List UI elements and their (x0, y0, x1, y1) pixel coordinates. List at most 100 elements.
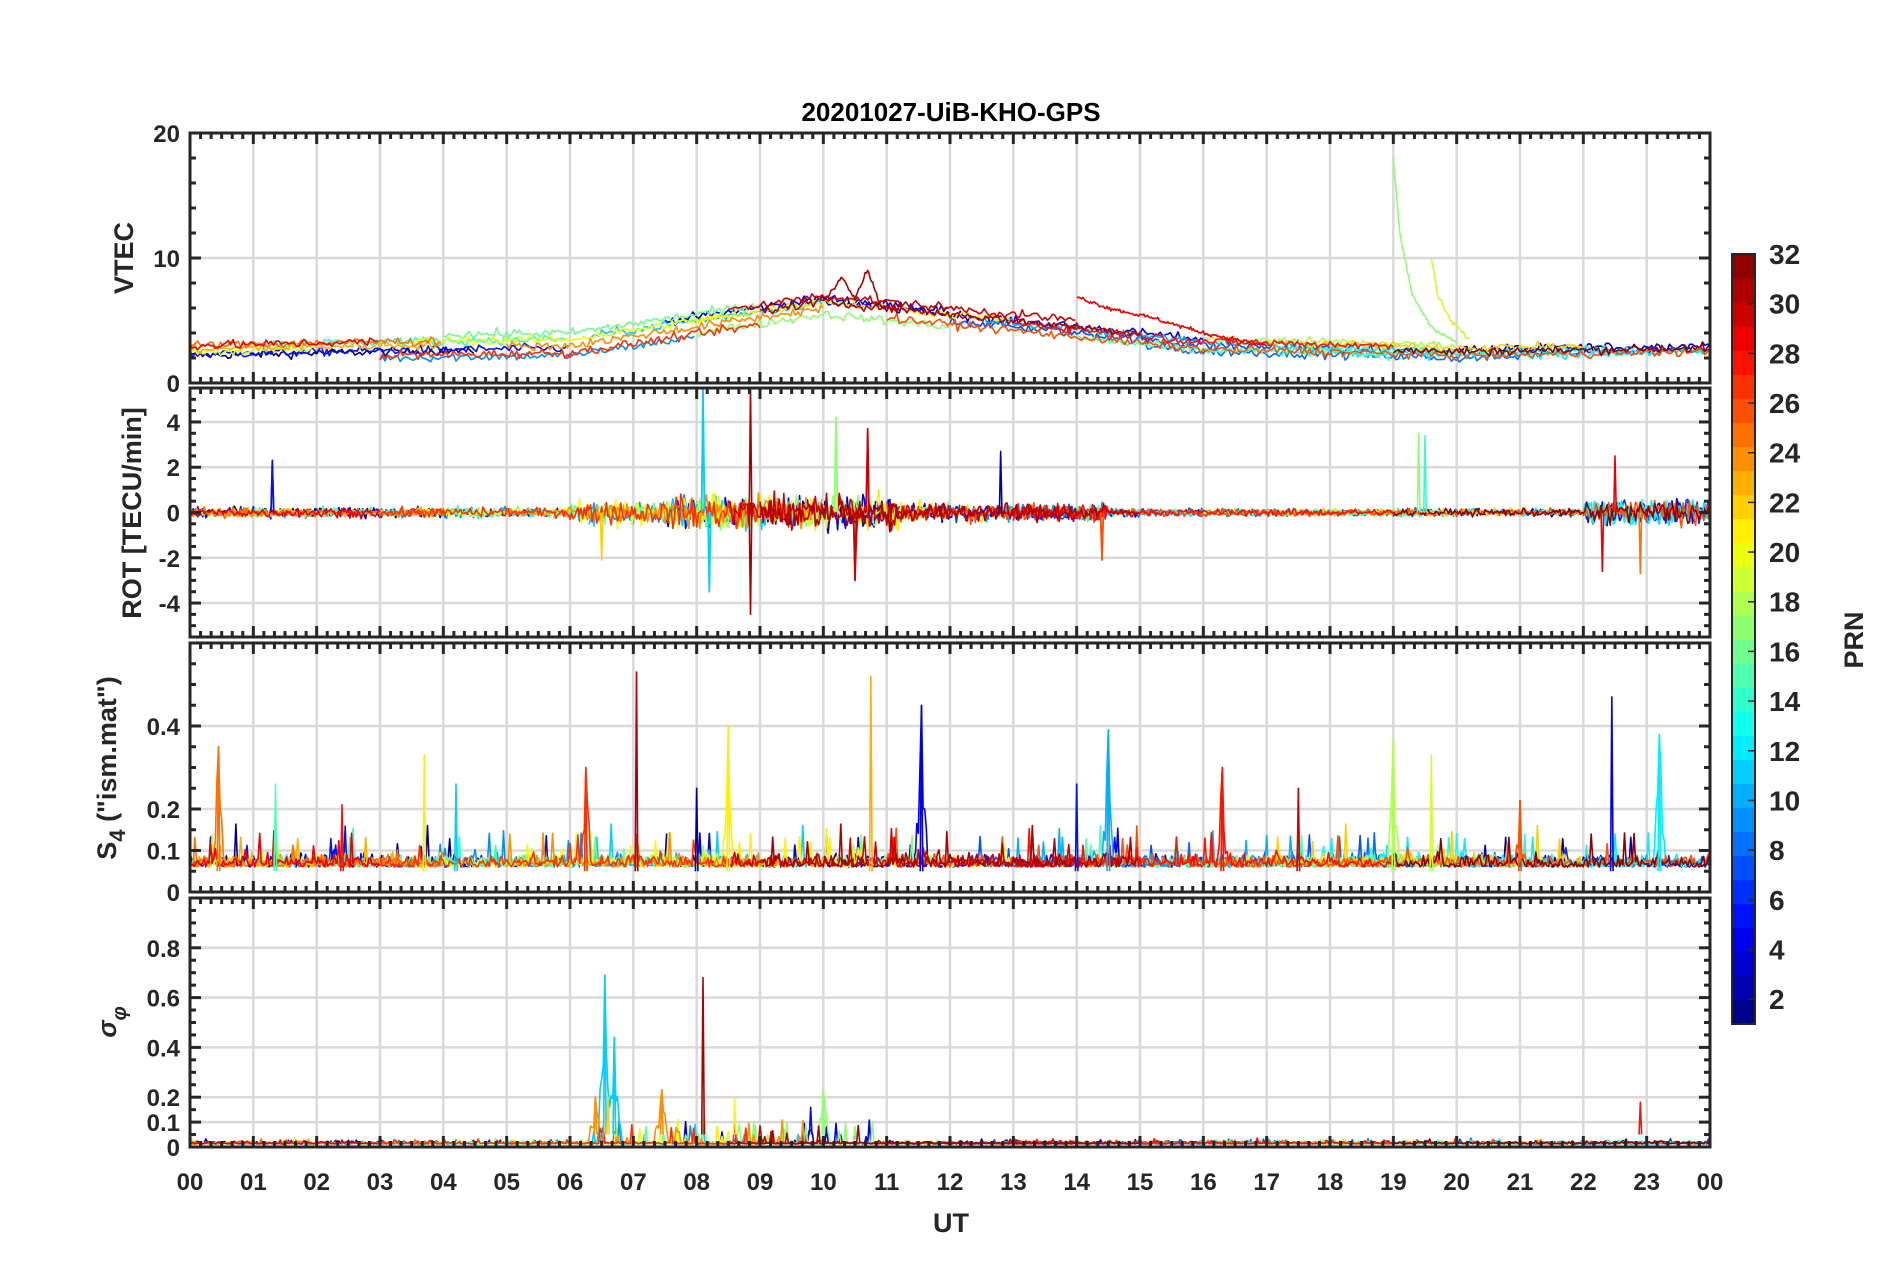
colorbar-band (1732, 254, 1755, 279)
series-prn-9 (379, 335, 695, 363)
colorbar-band (1732, 951, 1755, 977)
colorbar-band (1732, 735, 1755, 760)
peak-prn-11 (453, 783, 459, 872)
series-prn-5 (190, 342, 569, 359)
peak-prn-29 (1612, 455, 1618, 513)
series-prn-31 (759, 497, 1139, 533)
series-prn-28 (1012, 321, 1394, 350)
x-tick-label: 22 (1570, 1169, 1597, 1196)
series-prn-20 (411, 312, 729, 347)
peak-prn-27 (583, 766, 588, 872)
ylabel-s4-main: S (92, 842, 122, 860)
y-tick-label: -4 (159, 591, 181, 618)
colorbar-band (1732, 711, 1755, 736)
x-tick-label: 02 (303, 1169, 330, 1196)
colorbar-band (1732, 879, 1755, 905)
peak-prn-21 (422, 754, 427, 872)
ylabel-rot: ROT [TECU/min] (117, 407, 147, 618)
y-tick-label: 0.4 (147, 1035, 181, 1062)
peak-prn-17 (821, 1088, 826, 1135)
colorbar-band (1732, 831, 1755, 857)
colorbar-tick-label: 10 (1769, 785, 1800, 816)
colorbar-band (1732, 422, 1755, 448)
panel-vtec: 0 10 20 (153, 121, 1712, 398)
colorbar-band (1732, 807, 1755, 833)
colorbar-band (1732, 278, 1755, 303)
panel-sigma: 00.10.2 0.4 0.6 0.8 (147, 896, 1712, 1162)
y-tick-label: 10 (153, 246, 180, 273)
peak-prn-25 (216, 745, 221, 872)
colorbar-band (1732, 639, 1755, 664)
peak-prn-19 (1429, 754, 1434, 872)
peak-prn-4 (919, 704, 924, 872)
x-tick-label: 05 (493, 1169, 520, 1196)
series-prn-24 (506, 305, 824, 352)
peak-prn-5 (808, 1106, 813, 1135)
axes-frame (188, 386, 1712, 639)
colorbar-tick-label: 8 (1769, 835, 1785, 866)
x-tick-label: 09 (747, 1169, 774, 1196)
panel-rot: -4 -2 0 2 4 (159, 386, 1712, 639)
series-prn-18 (1203, 335, 1458, 351)
x-tick-label: 16 (1190, 1169, 1217, 1196)
colorbar-frame (1731, 253, 1756, 1025)
colorbar-band (1732, 614, 1755, 640)
peak-prn-18 (1391, 737, 1396, 872)
colorbar-tick-label: 2 (1769, 984, 1785, 1015)
peak-prn-11 (707, 512, 712, 593)
colorbar-tick-label: 26 (1769, 388, 1800, 419)
colorbar-band (1732, 302, 1755, 327)
series-prn-23 (190, 339, 441, 355)
x-tick-label: 01 (240, 1169, 267, 1196)
series-prn-29 (190, 507, 381, 520)
peak-prn-29 (1600, 512, 1605, 573)
colorbar-band (1732, 398, 1755, 424)
x-tick-label: 18 (1317, 1169, 1344, 1196)
x-tick-label: 13 (1000, 1169, 1027, 1196)
y-tick-label: -2 (159, 546, 180, 573)
peak-prn-11 (612, 1036, 617, 1135)
series-prn-29 (1076, 296, 1268, 347)
x-tick-label: 20 (1443, 1169, 1470, 1196)
peak-prn-24 (593, 1096, 598, 1135)
colorbar-band (1732, 759, 1755, 784)
colorbar-band (1732, 350, 1755, 375)
axes-frame (188, 131, 1712, 385)
y-tick-label: 2 (167, 455, 180, 482)
peak-prn-26 (1099, 512, 1105, 561)
x-tick-label: 10 (810, 1169, 837, 1196)
colorbar-label: PRN (1839, 611, 1869, 668)
peak-prn-28 (1220, 766, 1225, 872)
colorbar-band (1732, 590, 1755, 616)
series-prn-28 (1012, 502, 1394, 521)
ylabel-s4-subscript: 4 (105, 829, 130, 842)
x-tick-label: 08 (683, 1169, 710, 1196)
peak-prn-25 (1638, 512, 1643, 575)
x-tick-label: 11 (874, 1169, 899, 1196)
series-prn-21 (695, 298, 1014, 325)
peak-prn-14 (1422, 434, 1428, 513)
x-tick-label: 12 (937, 1169, 964, 1196)
ylabel-sigma: σ (92, 1019, 122, 1038)
x-tick-label: 15 (1127, 1169, 1154, 1196)
colorbar-band (1732, 903, 1755, 929)
colorbar-tick-label: 22 (1769, 487, 1800, 518)
y-tick-label: 0.8 (147, 936, 180, 963)
x-tick-label: 00 (1697, 1169, 1724, 1196)
series-prn-27 (379, 493, 760, 530)
colorbar-band (1732, 518, 1755, 544)
peak-prn-31 (700, 976, 706, 1135)
series-prn-17 (1392, 156, 1458, 344)
peak-prn-11 (602, 974, 607, 1135)
peak-prn-24 (659, 1088, 664, 1135)
colorbar-band (1732, 999, 1755, 1025)
series-prn-11 (588, 974, 823, 1145)
peak-prn-2 (998, 450, 1003, 513)
colorbar-band (1732, 783, 1755, 809)
series-prn-32 (1392, 832, 1710, 868)
x-tick-label: 00 (177, 1169, 204, 1196)
x-tick-label: 19 (1380, 1169, 1407, 1196)
series-prn-30 (728, 292, 1076, 322)
series-prn-11 (588, 388, 823, 593)
